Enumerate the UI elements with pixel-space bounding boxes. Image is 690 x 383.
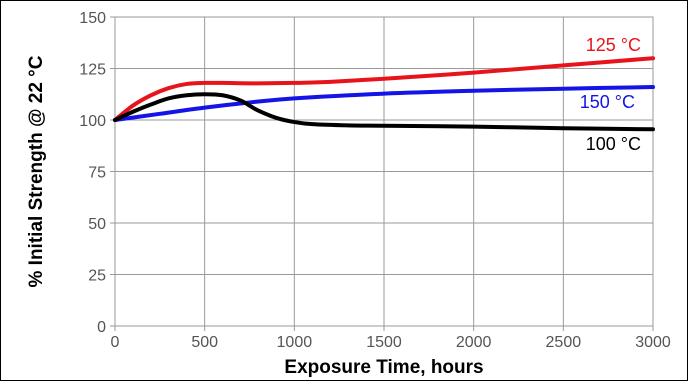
y-tick-label: 150 [79, 10, 106, 27]
tick-labels: 0 500 1000 1500 2000 2500 3000 0 25 50 75 100 125 150 [79, 10, 671, 351]
y-tick-label: 0 [97, 319, 106, 336]
y-tick-label: 100 [79, 113, 106, 130]
series-label-125-c: 125 °C [586, 35, 641, 55]
y-tick-label: 125 [79, 62, 106, 79]
x-tick-label: 2000 [456, 334, 492, 351]
x-tick-label: 1000 [277, 334, 313, 351]
y-tick-label: 50 [88, 216, 106, 233]
x-tick-label: 1500 [366, 334, 402, 351]
series-labels: 125 °C 150 °C 100 °C [580, 35, 641, 154]
x-tick-label: 3000 [635, 334, 671, 351]
x-tick-label: 0 [111, 334, 120, 351]
x-tick-label: 500 [191, 334, 218, 351]
series-line-125-c [113, 56, 655, 122]
series-label-150-c: 150 °C [580, 92, 635, 112]
y-tick-label: 25 [88, 268, 106, 285]
series-label-100-c: 100 °C [586, 134, 641, 154]
x-tick-label: 2500 [546, 334, 582, 351]
series-line-150-c [113, 85, 655, 122]
grid [110, 16, 654, 331]
x-axis-title: Exposure Time, hours [284, 357, 483, 378]
y-axis-title: % Initial Strength @ 22 °C [26, 55, 47, 287]
series-line-100-c [113, 92, 655, 132]
y-tick-label: 75 [88, 165, 106, 182]
series-lines [113, 56, 655, 132]
